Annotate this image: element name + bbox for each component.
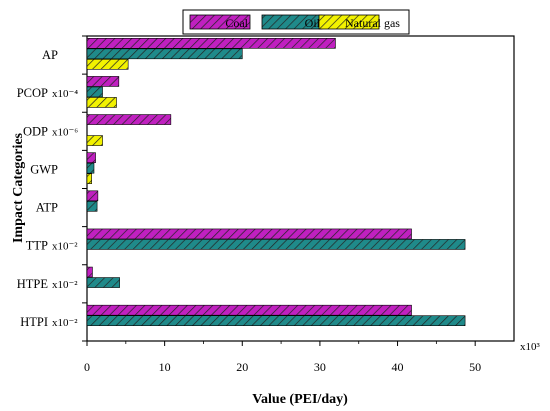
y-tick-label-atp: ATP — [36, 201, 58, 215]
x-tick-label-0: 0 — [84, 360, 90, 374]
legend: Coal Oil Natural gas — [182, 9, 410, 35]
y-axis-title: Impact Categories — [11, 132, 26, 243]
y-tick-label-gwp: GWP — [30, 162, 58, 176]
y-multiplier-pcop: x10⁻⁴ — [52, 88, 78, 100]
bar-odp-natural-gas — [86, 135, 103, 146]
bar-odp-coal — [86, 114, 172, 125]
bar-ttp-coal — [86, 228, 412, 240]
legend-label-coal: Coal — [225, 16, 248, 30]
y-tick-label-odp: ODP — [23, 124, 48, 138]
y-multiplier-ttp: x10⁻² — [52, 241, 78, 253]
legend-label-oil: Oil — [305, 16, 321, 30]
bar-htpi-oil — [86, 315, 466, 326]
bar-ap-coal — [86, 38, 336, 49]
y-multiplier-htpe: x10⁻² — [52, 279, 78, 291]
bar-htpe-coal — [86, 266, 93, 278]
bars-group — [86, 38, 466, 326]
bar-ap-natural-gas — [86, 59, 129, 70]
bar-gwp-coal — [86, 152, 96, 163]
legend-label-natural-gas: Natural gas — [345, 16, 400, 30]
bar-htpe-oil — [86, 277, 120, 288]
legend-swatch-coal — [189, 14, 251, 30]
x-tick-label-30: 30 — [314, 360, 326, 374]
bar-atp-oil — [86, 201, 98, 212]
bar-gwp-oil — [86, 162, 95, 174]
x-tick-label-40: 40 — [392, 360, 404, 374]
x-tick-label-50: 50 — [469, 360, 481, 374]
bar-pcop-coal — [86, 76, 120, 87]
plot-frame — [86, 35, 515, 342]
y-tick-label-ttp: TTP — [26, 239, 48, 253]
legend-swatch-natural-gas — [318, 14, 380, 30]
bar-pcop-oil — [86, 86, 103, 98]
bar-ap-oil — [86, 48, 243, 60]
y-tick-label-htpi: HTPI — [20, 315, 48, 329]
x-tick-label-20: 20 — [236, 360, 248, 374]
x-multiplier-label: x10³ — [520, 341, 541, 353]
bar-htpi-coal — [86, 304, 412, 316]
y-multiplier-htpi: x10⁻² — [52, 317, 78, 329]
y-tick-label-ap: AP — [42, 48, 58, 62]
y-tick-label-htpe: HTPE — [17, 277, 49, 291]
y-tick-label-pcop: PCOP — [17, 86, 48, 100]
bar-atp-coal — [86, 190, 99, 202]
x-tick-label-10: 10 — [159, 360, 171, 374]
bar-gwp-natural-gas — [86, 173, 92, 184]
x-axis-title: Value (PEI/day) — [252, 392, 348, 407]
y-multiplier-odp: x10⁻⁶ — [52, 126, 78, 138]
x-axis: 0 10 20 30 40 50 — [84, 341, 481, 374]
bar-ttp-oil — [86, 239, 466, 250]
bar-pcop-natural-gas — [86, 97, 117, 108]
